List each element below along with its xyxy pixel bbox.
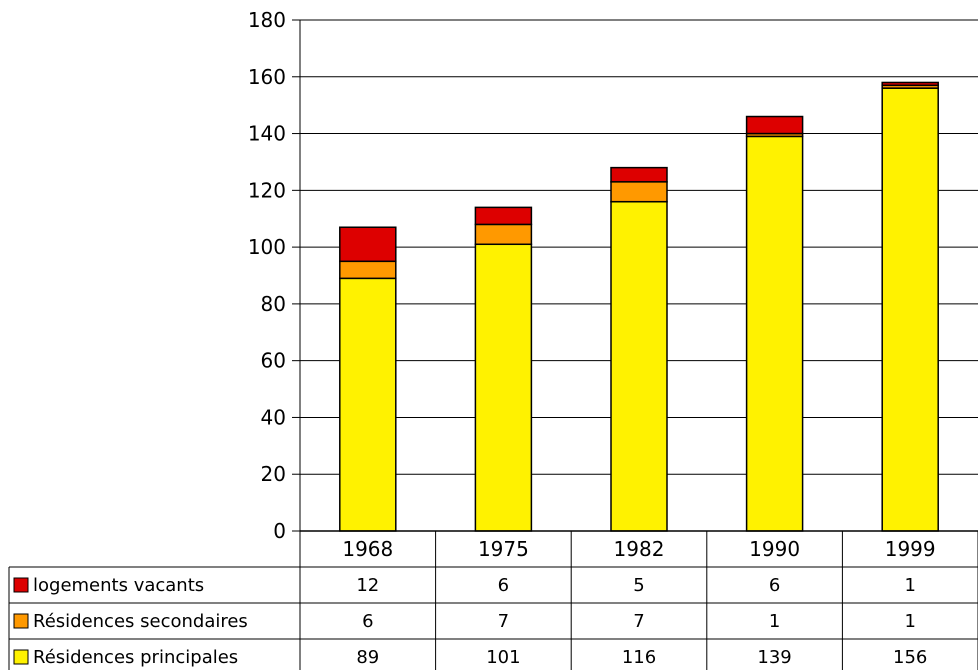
bar-segment <box>745 135 804 532</box>
y-tick-label: 180 <box>248 8 286 32</box>
bars <box>339 81 939 532</box>
y-axis: 0 20 40 60 80 100 120 140 160 180 <box>248 8 301 543</box>
y-tick-label: 100 <box>248 235 286 259</box>
x-tick-label: 1999 <box>885 537 936 561</box>
y-tick-label: 20 <box>261 462 286 486</box>
bar-segment <box>474 223 533 246</box>
bar-segment <box>339 260 397 280</box>
x-tick-label: 1990 <box>749 537 800 561</box>
bar-segment <box>474 206 533 226</box>
y-tick-label: 80 <box>261 292 286 316</box>
legend-label: logements vacants <box>33 575 204 596</box>
data-label: 5 <box>633 575 644 596</box>
bar-segment <box>610 166 668 183</box>
x-tick-label: 1975 <box>478 537 529 561</box>
bar-segment <box>745 115 804 135</box>
data-label: 1 <box>769 611 780 632</box>
legend-swatch <box>13 613 29 629</box>
data-label: 139 <box>757 647 791 668</box>
legend-label: Résidences principales <box>33 647 238 668</box>
bar-segment <box>339 226 397 263</box>
x-tick-label: 1968 <box>342 537 393 561</box>
data-label: 116 <box>622 647 656 668</box>
data-table: 1968 1975 1982 1990 1999 logements vacants 12 6… <box>8 530 978 670</box>
bar-segment <box>610 181 668 203</box>
bar-segment <box>881 87 939 532</box>
bar-segment <box>339 277 397 532</box>
legend-swatch <box>13 649 29 665</box>
y-tick-label: 40 <box>261 405 286 429</box>
data-label: 1 <box>904 575 915 596</box>
bar-segment <box>474 243 533 532</box>
legend-label: Résidences secondaires <box>33 611 248 632</box>
data-label: 6 <box>362 611 373 632</box>
data-label: 7 <box>498 611 509 632</box>
data-label: 1 <box>904 611 915 632</box>
legend-swatch <box>13 577 29 593</box>
data-label: 12 <box>356 575 379 596</box>
x-tick-label: 1982 <box>614 537 665 561</box>
y-tick-label: 60 <box>261 349 286 373</box>
data-label: 156 <box>893 647 927 668</box>
y-tick-label: 120 <box>248 178 286 202</box>
data-label: 6 <box>498 575 509 596</box>
y-tick-label: 140 <box>248 122 286 146</box>
data-label: 7 <box>633 611 644 632</box>
y-tick-label: 160 <box>248 65 286 89</box>
data-label: 101 <box>486 647 520 668</box>
bar-segment <box>610 200 668 532</box>
y-tick-label: 0 <box>273 519 286 543</box>
data-label: 89 <box>356 647 379 668</box>
bar-segment <box>881 81 939 87</box>
data-label: 6 <box>769 575 780 596</box>
